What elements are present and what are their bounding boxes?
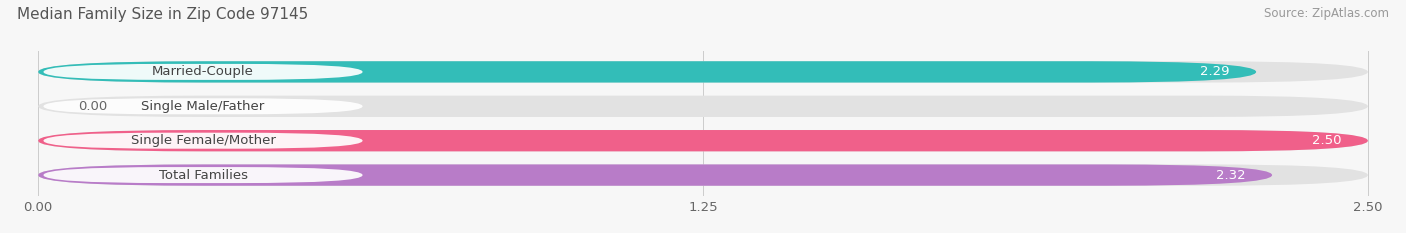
FancyBboxPatch shape	[38, 164, 1272, 186]
Text: Source: ZipAtlas.com: Source: ZipAtlas.com	[1264, 7, 1389, 20]
FancyBboxPatch shape	[38, 61, 1256, 82]
FancyBboxPatch shape	[38, 164, 1368, 186]
FancyBboxPatch shape	[38, 130, 1368, 151]
Text: Median Family Size in Zip Code 97145: Median Family Size in Zip Code 97145	[17, 7, 308, 22]
FancyBboxPatch shape	[44, 64, 363, 80]
FancyBboxPatch shape	[38, 61, 1368, 82]
FancyBboxPatch shape	[38, 130, 1368, 151]
FancyBboxPatch shape	[38, 96, 1368, 117]
Text: 2.50: 2.50	[1312, 134, 1341, 147]
Text: Total Families: Total Families	[159, 169, 247, 182]
Text: 0.00: 0.00	[79, 100, 107, 113]
Text: Married-Couple: Married-Couple	[152, 65, 254, 78]
FancyBboxPatch shape	[44, 167, 363, 183]
Text: Single Female/Mother: Single Female/Mother	[131, 134, 276, 147]
FancyBboxPatch shape	[44, 133, 363, 149]
Text: 2.32: 2.32	[1216, 169, 1246, 182]
Text: 2.29: 2.29	[1201, 65, 1230, 78]
Text: Single Male/Father: Single Male/Father	[142, 100, 264, 113]
FancyBboxPatch shape	[44, 98, 363, 114]
